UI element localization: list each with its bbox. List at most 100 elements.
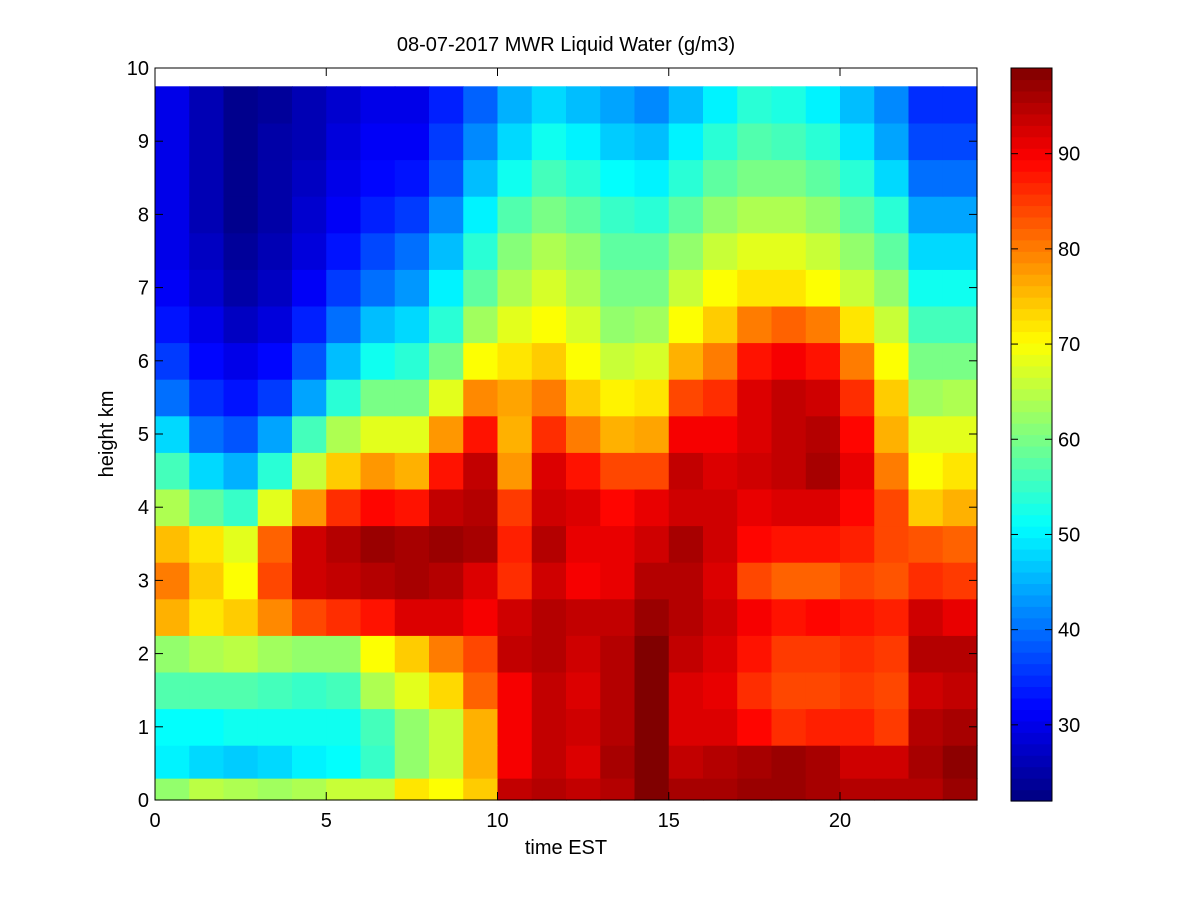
colorbar-segment	[1011, 136, 1052, 149]
heatmap-cell	[223, 488, 259, 527]
y-tick-label: 6	[138, 351, 149, 373]
heatmap-cell	[292, 778, 327, 801]
heatmap-cell	[463, 122, 499, 161]
heatmap-cell	[463, 708, 499, 746]
heatmap-cell	[360, 452, 396, 490]
heatmap-cell	[360, 159, 396, 197]
heatmap-cell	[634, 305, 670, 344]
heatmap-cell	[189, 562, 225, 600]
heatmap-cell	[874, 305, 910, 344]
y-tick-label: 9	[138, 131, 149, 153]
y-tick-label: 10	[127, 58, 149, 80]
heatmap-cell	[600, 778, 636, 801]
heatmap-cell	[566, 269, 601, 307]
heatmap-cell	[634, 525, 670, 563]
heatmap-cell	[737, 778, 773, 801]
x-tick-label: 0	[149, 810, 160, 832]
heatmap-cell	[360, 488, 396, 527]
heatmap-cell	[668, 415, 704, 453]
heatmap-cell	[223, 708, 259, 746]
heatmap-cell	[257, 671, 293, 710]
heatmap-cell	[771, 708, 807, 746]
heatmap-cell	[566, 488, 601, 527]
heatmap-cell	[497, 562, 533, 600]
heatmap-cell	[840, 159, 875, 197]
heatmap-cell	[600, 342, 636, 380]
heatmap-cell	[497, 269, 533, 307]
heatmap-cell	[703, 415, 738, 453]
heatmap-cell	[531, 415, 567, 453]
heatmap-cell	[703, 86, 738, 124]
heatmap-cell	[634, 232, 670, 270]
colorbar-segment	[1011, 342, 1052, 355]
heatmap-cell	[737, 196, 773, 234]
heatmap-cell	[703, 379, 738, 417]
heatmap-cell	[874, 778, 910, 801]
colorbar-segment	[1011, 445, 1052, 458]
heatmap-cell	[668, 269, 704, 307]
heatmap-cell	[566, 86, 601, 124]
heatmap-cell	[292, 122, 327, 161]
heatmap-cell	[497, 86, 533, 124]
heatmap-cell	[531, 379, 567, 417]
colorbar-segment	[1011, 537, 1052, 550]
heatmap-cell	[634, 488, 670, 527]
heatmap-cell	[155, 778, 190, 801]
heatmap-cell	[634, 635, 670, 673]
colorbar-segment	[1011, 319, 1052, 333]
heatmap-cell	[703, 269, 738, 307]
heatmap-cell	[566, 342, 601, 380]
heatmap-cell	[874, 86, 910, 124]
heatmap-cell	[360, 635, 396, 673]
heatmap-cell	[942, 598, 978, 636]
heatmap-cell	[566, 452, 601, 490]
heatmap-cell	[292, 342, 327, 380]
heatmap-cell	[326, 269, 362, 307]
heatmap-cell	[531, 525, 567, 563]
heatmap-cell	[326, 305, 362, 344]
heatmap-cell	[805, 159, 841, 197]
heatmap-cell	[360, 562, 396, 600]
heatmap-cell	[840, 305, 875, 344]
heatmap-cell	[634, 196, 670, 234]
colorbar-segment	[1011, 743, 1052, 756]
heatmap-cell	[463, 86, 499, 124]
heatmap-cell	[326, 635, 362, 673]
heatmap-cell	[908, 635, 944, 673]
heatmap-cell	[566, 671, 601, 710]
heatmap-cell	[737, 305, 773, 344]
y-tick-label: 0	[138, 790, 149, 812]
heatmap-cell	[600, 305, 636, 344]
heatmap-cell	[497, 452, 533, 490]
colorbar-segment	[1011, 262, 1052, 275]
heatmap-cell	[771, 232, 807, 270]
heatmap-cell	[257, 379, 293, 417]
heatmap-cell	[703, 488, 738, 527]
heatmap-cell	[737, 598, 773, 636]
heatmap-cell	[257, 525, 293, 563]
heatmap-cell	[703, 122, 738, 161]
heatmap-cell	[223, 305, 259, 344]
heatmap-cell	[394, 778, 430, 801]
heatmap-cell	[874, 415, 910, 453]
heatmap-cell	[600, 562, 636, 600]
y-axis: 0 1 2 3 4 5 6 7 8 9 10	[127, 58, 977, 812]
heatmap-cell	[566, 122, 601, 161]
heatmap-cell	[429, 488, 464, 527]
heatmap-cell	[737, 415, 773, 453]
heatmap-cell	[394, 305, 430, 344]
colorbar-segment	[1011, 251, 1052, 264]
heatmap-cell	[703, 671, 738, 710]
heatmap-cell	[189, 159, 225, 197]
heatmap-cell	[703, 635, 738, 673]
heatmap-cell	[805, 86, 841, 124]
heatmap-cell	[463, 671, 499, 710]
heatmap-cell	[360, 122, 396, 161]
heatmap-cell	[600, 159, 636, 197]
heatmap-cell	[634, 562, 670, 600]
heatmap-cell	[805, 635, 841, 673]
heatmap-cell	[634, 269, 670, 307]
heatmap-cell	[771, 562, 807, 600]
heatmap-cell	[771, 196, 807, 234]
heatmap-cell	[257, 745, 293, 779]
